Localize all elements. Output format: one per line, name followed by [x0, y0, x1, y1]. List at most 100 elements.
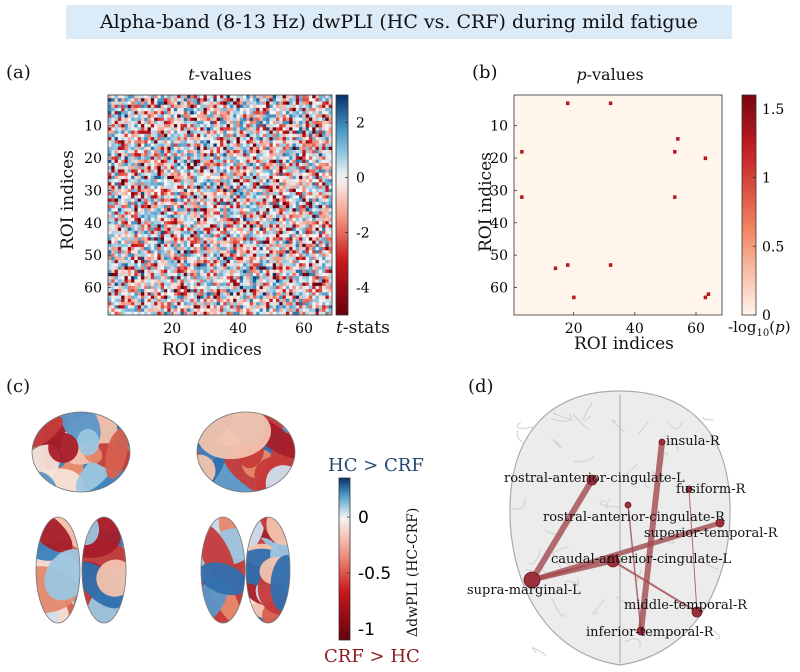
significant-cell: [703, 295, 708, 300]
network-node-label: rostral-anterior-cingulate-R: [543, 510, 726, 525]
colorbar-tick-label: 0: [358, 508, 369, 528]
y-tick-label: 20: [490, 151, 508, 167]
colorbar-tick-label: 0: [762, 308, 771, 324]
x-tick-label: 40: [626, 321, 644, 337]
colorbar-bar: [741, 94, 757, 316]
significant-cell: [673, 195, 677, 199]
colorbar-tick-label: 1.5: [762, 102, 784, 118]
network-node: [624, 501, 632, 509]
significant-cell: [676, 137, 680, 141]
brain-bottom-right-hemi-2: [245, 516, 291, 624]
network-edge: [612, 560, 698, 613]
y-tick-label: 60: [84, 281, 102, 297]
y-tick-label: 40: [490, 216, 508, 232]
pvalue-colorbar-label: -log10(p): [728, 318, 791, 339]
panel-b-xlabel: ROI indices: [574, 334, 674, 354]
network-edge: [531, 558, 614, 583]
figure-title: Alpha-band (8-13 Hz) dwPLI (HC vs. CRF) …: [66, 5, 732, 39]
network-node: [685, 485, 693, 493]
panel-d-label: (d): [468, 376, 494, 397]
network-node-label: rostral-anterior-cingulate-L: [504, 471, 685, 486]
y-tick-label: 10: [490, 119, 508, 135]
significant-cell: [520, 150, 524, 154]
significant-cell: [572, 295, 576, 300]
glass-brain: [508, 390, 731, 666]
panel-a-xlabel: ROI indices: [162, 340, 262, 360]
x-tick-label: 60: [687, 321, 705, 337]
colorbar-tick-label: -0.5: [358, 564, 391, 584]
panel-a-label: (a): [6, 62, 31, 83]
significant-cell: [706, 292, 711, 296]
colorbar-bar: [335, 94, 349, 316]
network-edge: [627, 504, 642, 632]
pvalue-background: [514, 95, 722, 315]
delta-dwpli-colorbar: 0 -0.5 -1: [338, 477, 391, 641]
significant-cell: [608, 101, 613, 106]
x-tick-label: 20: [565, 321, 583, 337]
connectivity-network: insula-R rostral-anterior-cingulate-Lfusi…: [467, 390, 779, 666]
y-tick-label: 30: [84, 183, 102, 199]
network-node: [636, 626, 646, 636]
tvalue-colorbar: 2 0 -2 -4: [335, 94, 370, 316]
y-tick-label: 40: [84, 216, 102, 232]
colorbar-tick-label: 2: [356, 116, 365, 132]
panel-a-ylabel: ROI indices: [58, 150, 78, 250]
colorbar-tick-label: 0.5: [762, 239, 784, 255]
panel-a-subtitle: t-values: [188, 65, 252, 84]
network-edge: [529, 478, 595, 582]
network-edges: [529, 441, 721, 632]
significant-cell: [553, 266, 558, 271]
panel-c-label: (c): [6, 376, 31, 397]
network-node: [586, 474, 598, 486]
delta-dwpli-colorbar-label: ΔdwPLI (HC-CRF): [405, 507, 421, 637]
network-node: [715, 518, 725, 528]
tvalue-colorbar-label: t-stats: [336, 318, 390, 338]
panel-b-subtitle: p-values: [576, 65, 644, 84]
y-tick-label: 10: [84, 119, 102, 135]
x-tick-label: 60: [295, 321, 313, 337]
pvalue-colorbar: 1.5 1 0.5 0: [741, 94, 784, 324]
network-node: [523, 571, 541, 589]
crf-greater-label: CRF > HC: [324, 646, 420, 667]
hc-greater-label: HC > CRF: [328, 455, 424, 476]
colorbar-tick-label: 1: [762, 171, 771, 187]
network-node-label: caudal-anterior-cingulate-L: [551, 552, 732, 567]
x-tick-label: 40: [229, 321, 247, 337]
y-tick-label: 50: [490, 248, 508, 264]
y-tick-label: 20: [84, 151, 102, 167]
x-tick-label: 20: [163, 321, 181, 337]
colorbar-bar: [338, 477, 351, 641]
network-node-label: middle-temporal-R: [624, 598, 748, 613]
network-node-label: supra-marginal-L: [467, 583, 581, 598]
network-node-label: superior-temporal-R: [644, 526, 779, 541]
network-node: [606, 554, 620, 568]
network-edge: [638, 441, 665, 632]
significant-cell: [566, 263, 570, 267]
y-tick-label: 60: [490, 281, 508, 297]
network-node: [658, 438, 666, 446]
significant-cell: [703, 156, 708, 161]
network-node-label: fusiform-R: [676, 482, 747, 497]
significant-cell: [608, 263, 613, 267]
network-nodes: insula-R rostral-anterior-cingulate-Lfusi…: [467, 434, 779, 640]
colorbar-tick-label: -1: [358, 620, 375, 640]
network-node-label: insula-R: [666, 434, 721, 449]
panel-b-label: (b): [472, 62, 498, 83]
brain-lateral-left: [31, 411, 131, 493]
pvalue-heatmap: 10 20 30 40 50 60 20 40 60: [490, 94, 723, 337]
colorbar-tick-label: -4: [356, 281, 370, 297]
colorbar-tick-label: 0: [356, 171, 365, 187]
network-node-label: inferior-temporal-R: [586, 625, 715, 640]
colorbar-tick-label: -2: [356, 226, 370, 242]
brain-surface-views: [31, 411, 296, 624]
significant-cell: [520, 195, 524, 199]
y-tick-label: 50: [84, 248, 102, 264]
network-node: [691, 606, 703, 618]
significant-cell: [673, 150, 677, 154]
network-edge: [688, 488, 698, 613]
y-tick-label: 30: [490, 183, 508, 199]
panel-b-ylabel: ROI indices: [476, 152, 496, 252]
tvalue-cells: [108, 95, 333, 316]
brain-lateral-right: [196, 411, 296, 493]
tvalue-heatmap: 10 20 30 40 50 60 20 40 60: [84, 94, 333, 337]
